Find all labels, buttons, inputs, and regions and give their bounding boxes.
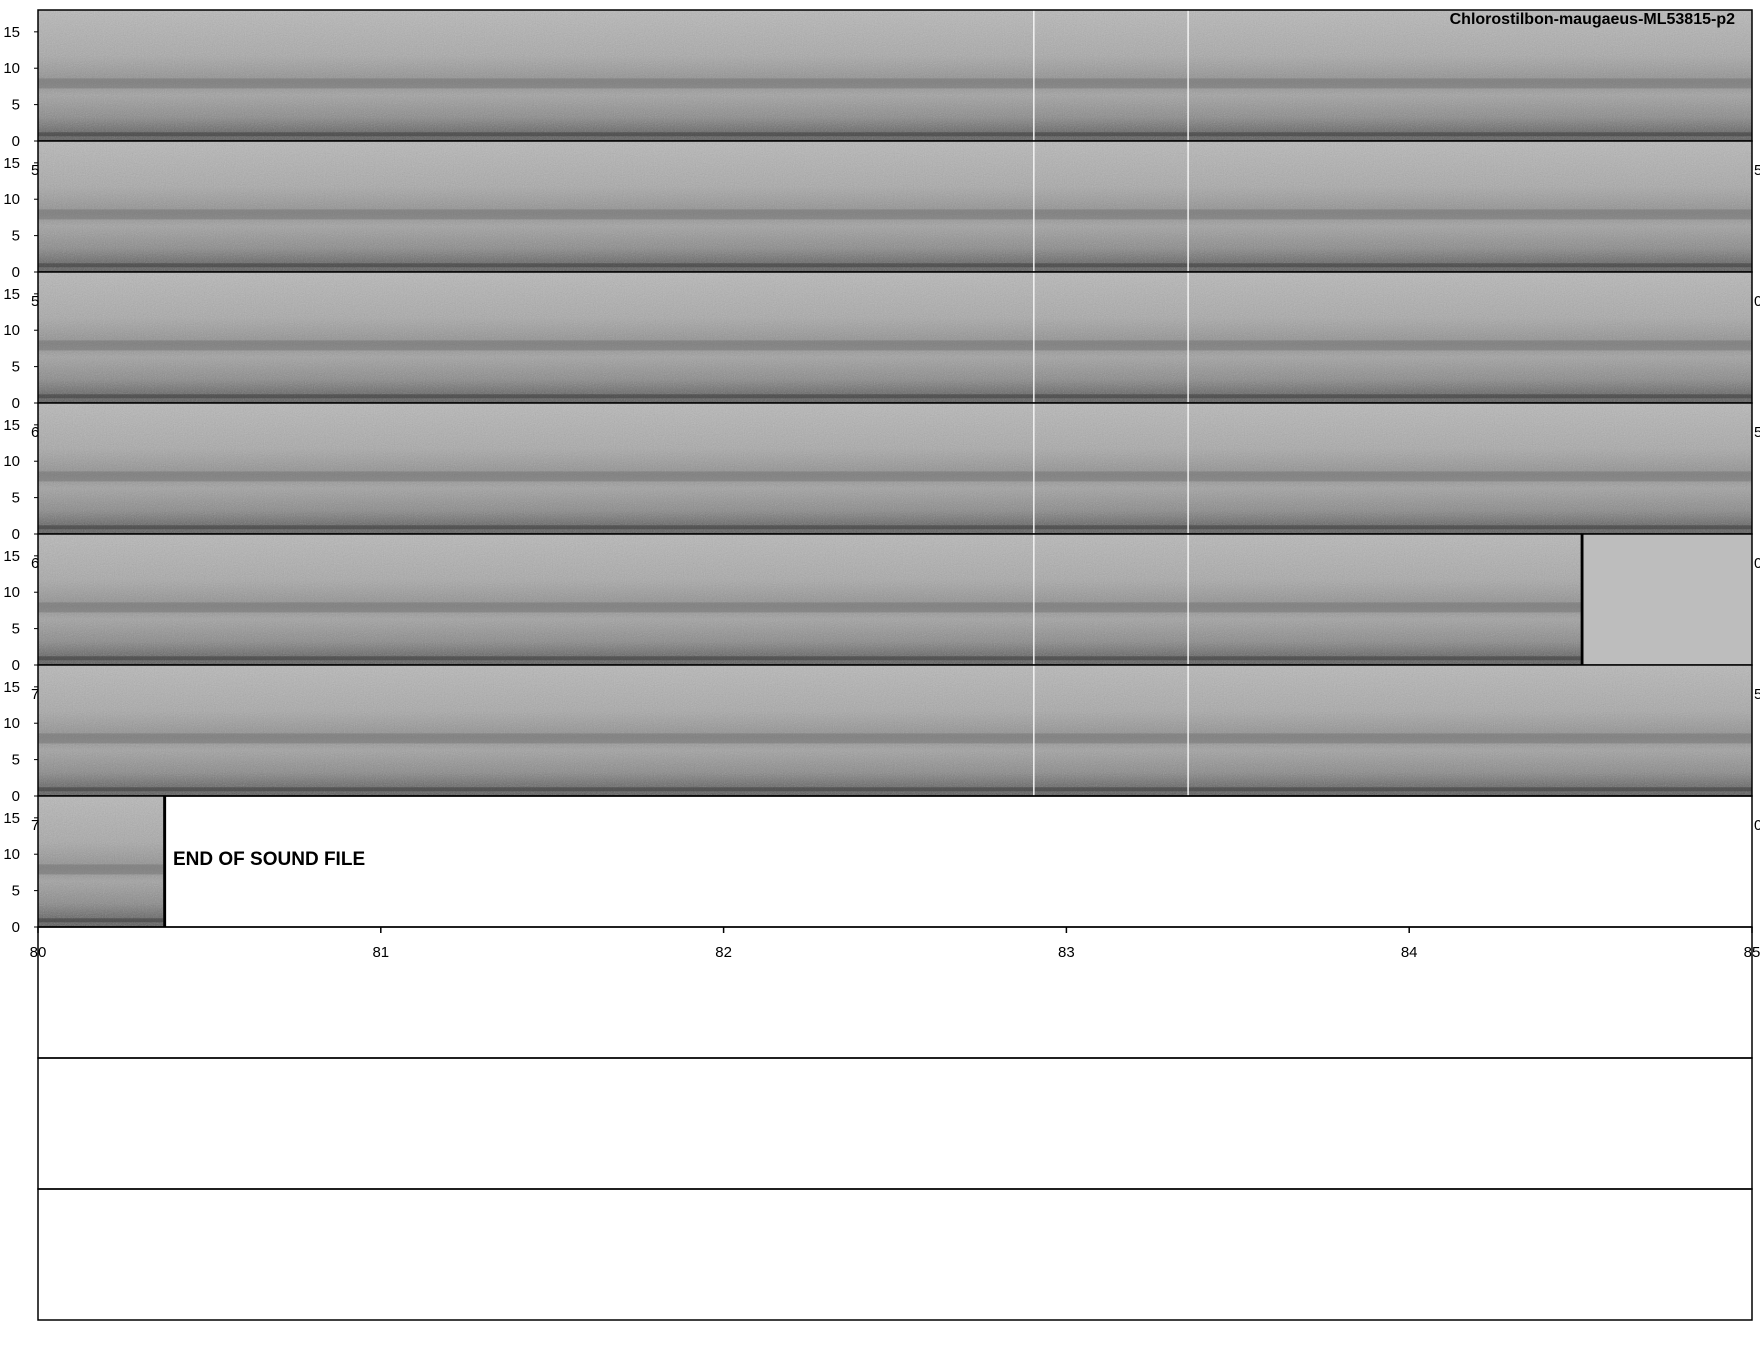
row-end-label: 5	[1754, 424, 1760, 441]
spectrogram-row-9	[37, 1057, 1753, 1190]
mid-frequency-trace	[38, 864, 164, 875]
low-frequency-trace	[38, 787, 1752, 792]
row-start-label: 6	[31, 424, 39, 441]
mid-frequency-trace	[38, 471, 1752, 482]
spectrogram-row-5: 0 5 10 15 6 0	[3, 533, 1760, 674]
mid-frequency-trace	[38, 78, 1752, 89]
y-tick-label: 5	[12, 621, 20, 638]
end-of-file-label: END OF SOUND FILE	[173, 849, 366, 870]
spectrogram-row-10	[37, 1188, 1753, 1321]
mid-frequency-trace	[38, 340, 1752, 351]
spectrogram-row-8	[37, 926, 1753, 1059]
low-frequency-trace	[38, 263, 1752, 268]
y-tick-label: 0	[12, 526, 20, 543]
y-tick-label: 5	[12, 490, 20, 507]
y-tick-label: 5	[12, 883, 20, 900]
y-tick-label: 5	[12, 359, 20, 376]
spectrogram-noise	[38, 534, 1581, 665]
y-tick-label: 10	[3, 846, 20, 863]
y-tick-label: 0	[12, 657, 20, 674]
y-tick-label: 10	[3, 453, 20, 470]
spectrogram-noise	[38, 141, 1752, 272]
row-frame	[37, 926, 1753, 1059]
row-start-label: 7	[31, 686, 39, 703]
mid-frequency-trace	[38, 602, 1581, 613]
chart-title: Chlorostilbon-maugaeus-ML53815-p2	[1449, 11, 1735, 28]
row-end-label: 5	[1754, 686, 1760, 703]
sound-end-marker	[163, 796, 167, 927]
sound-end-marker	[1580, 534, 1584, 665]
y-tick-label: 0	[12, 919, 20, 936]
row-end-label: 0	[1754, 817, 1760, 834]
y-tick-label: 15	[3, 417, 20, 434]
spectrogram-noise	[38, 796, 164, 927]
y-tick-label: 5	[12, 97, 20, 114]
y-tick-label: 15	[3, 679, 20, 696]
y-tick-label: 15	[3, 548, 20, 565]
y-tick-label: 10	[3, 60, 20, 77]
low-frequency-trace	[38, 656, 1581, 661]
row-start-label: 6	[31, 555, 39, 572]
silent-region	[1583, 534, 1752, 665]
y-tick-label: 10	[3, 584, 20, 601]
row-start-label: 5	[31, 293, 39, 310]
y-tick-label: 0	[12, 133, 20, 150]
x-tick-label: 81	[372, 944, 389, 961]
x-tick-label: 85	[1744, 944, 1760, 961]
spectrogram-noise	[38, 10, 1752, 141]
row-start-label: 7	[31, 817, 39, 834]
row-end-label: 0	[1754, 293, 1760, 310]
spectrogram-row-1: 0 5 10 15	[3, 9, 1753, 150]
low-frequency-trace	[38, 525, 1752, 530]
row-frame	[37, 1188, 1753, 1321]
row-end-label: 0	[1754, 555, 1760, 572]
low-frequency-trace	[38, 132, 1752, 137]
row-start-label: 5	[31, 162, 39, 179]
low-frequency-trace	[38, 918, 164, 923]
y-tick-label: 0	[12, 395, 20, 412]
y-tick-label: 0	[12, 788, 20, 805]
spectrogram-row-6: 0 5 10 15 7 5	[3, 664, 1760, 805]
row-frame	[37, 1057, 1753, 1190]
x-tick-label: 82	[715, 944, 732, 961]
x-tick-label: 84	[1401, 944, 1418, 961]
y-tick-label: 10	[3, 191, 20, 208]
mid-frequency-trace	[38, 733, 1752, 744]
spectrogram-noise	[38, 665, 1752, 796]
y-tick-label: 15	[3, 155, 20, 172]
spectrogram-row-4: 0 5 10 15 6 5	[3, 402, 1760, 543]
y-tick-label: 0	[12, 264, 20, 281]
y-tick-label: 10	[3, 322, 20, 339]
y-tick-label: 5	[12, 752, 20, 769]
spectrogram-noise	[38, 272, 1752, 403]
y-tick-label: 15	[3, 810, 20, 827]
y-tick-label: 15	[3, 286, 20, 303]
low-frequency-trace	[38, 394, 1752, 399]
x-tick-label: 80	[30, 944, 47, 961]
x-tick-label: 83	[1058, 944, 1075, 961]
spectrogram-row-3: 0 5 10 15 5 0	[3, 271, 1760, 412]
y-tick-label: 15	[3, 24, 20, 41]
y-tick-label: 5	[12, 228, 20, 245]
row-end-label: 5	[1754, 162, 1760, 179]
spectrogram-noise	[38, 403, 1752, 534]
mid-frequency-trace	[38, 209, 1752, 220]
spectrogram-row-2: 0 5 10 15 5 5	[3, 140, 1760, 281]
y-tick-label: 10	[3, 715, 20, 732]
